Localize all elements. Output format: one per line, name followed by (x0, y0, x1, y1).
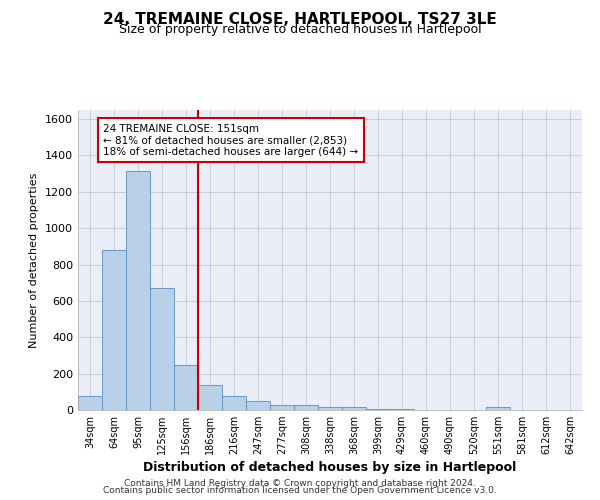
Bar (198, 384, 222, 410)
Bar (150, 288, 174, 410)
Bar (126, 171, 150, 410)
Bar (486, 408, 510, 410)
Bar (102, 250, 126, 410)
Text: Contains HM Land Registry data © Crown copyright and database right 2024.: Contains HM Land Registry data © Crown c… (124, 478, 476, 488)
Text: 24, TREMAINE CLOSE, HARTLEPOOL, TS27 3LE: 24, TREMAINE CLOSE, HARTLEPOOL, TS27 3LE (103, 12, 497, 28)
Bar (270, 405, 294, 410)
Bar (174, 366, 198, 410)
Text: 24 TREMAINE CLOSE: 151sqm
← 81% of detached houses are smaller (2,853)
18% of se: 24 TREMAINE CLOSE: 151sqm ← 81% of detac… (103, 124, 358, 156)
Text: Contains public sector information licensed under the Open Government Licence v3: Contains public sector information licen… (103, 486, 497, 495)
Bar (342, 408, 366, 410)
Y-axis label: Number of detached properties: Number of detached properties (29, 172, 40, 348)
Text: Size of property relative to detached houses in Hartlepool: Size of property relative to detached ho… (119, 22, 481, 36)
Bar (78, 396, 102, 410)
X-axis label: Distribution of detached houses by size in Hartlepool: Distribution of detached houses by size … (143, 462, 517, 474)
Bar (222, 396, 246, 410)
Bar (246, 401, 270, 410)
Bar (294, 405, 318, 410)
Bar (318, 408, 342, 410)
